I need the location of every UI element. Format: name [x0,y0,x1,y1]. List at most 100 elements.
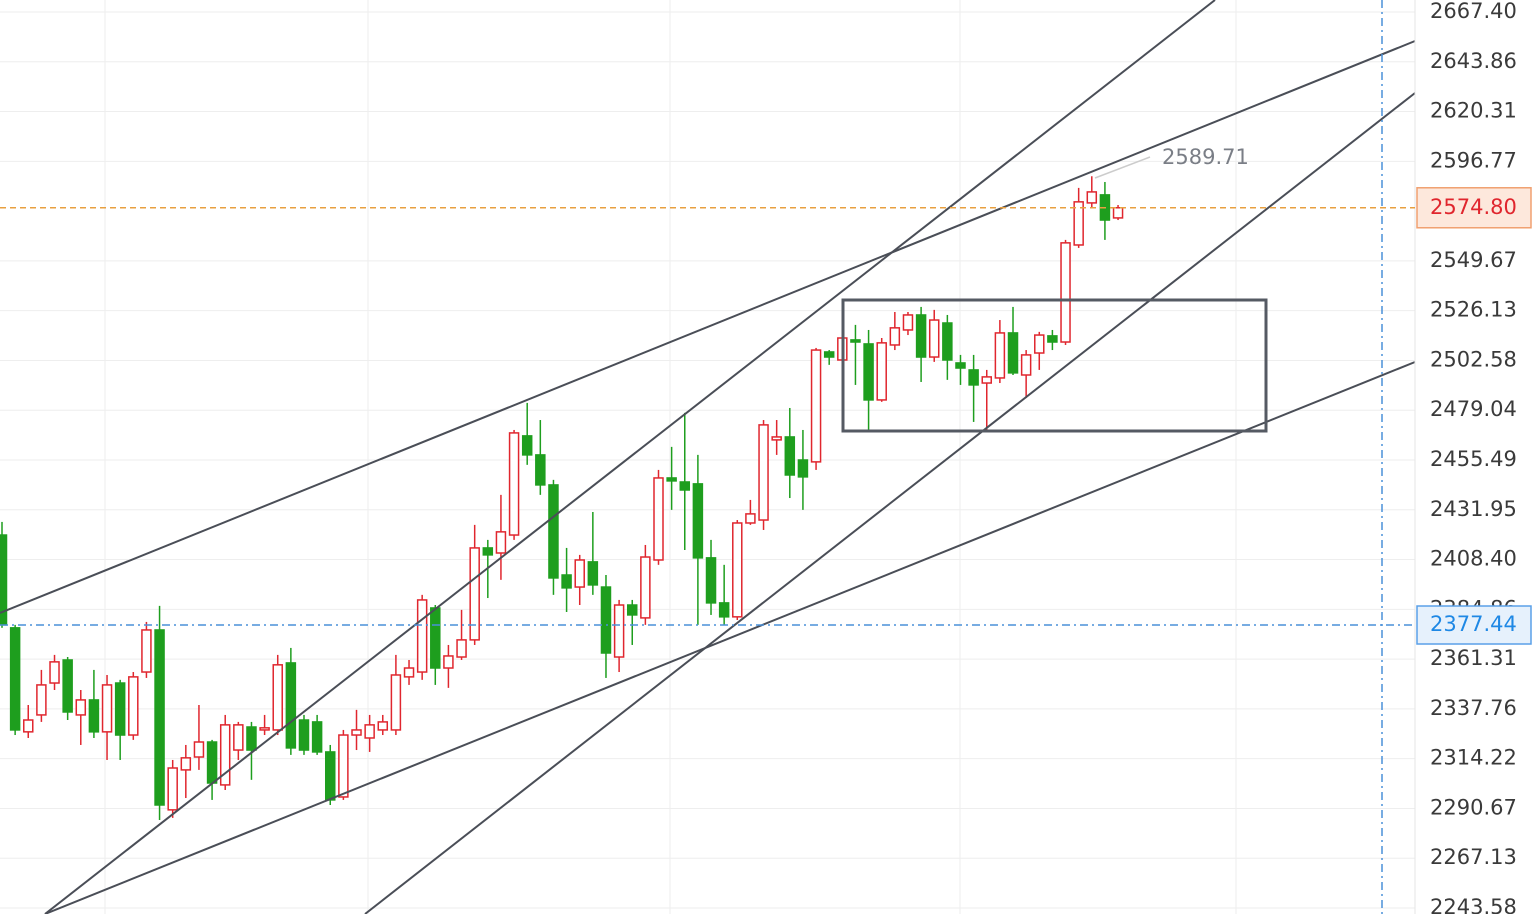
crosshair-tag [1416,605,1532,645]
candle-body [272,664,283,731]
y-tick-label: 2526.13 [1430,298,1517,322]
candle-body [718,602,730,618]
candle-body [600,586,612,654]
y-tick-label: 2243.58 [1430,895,1517,914]
time-grid [104,0,1237,914]
y-tick-label: 2620.31 [1430,99,1517,123]
candle-body [154,629,165,806]
last-price-label: 2574.80 [1430,195,1517,219]
y-tick-label: 2408.40 [1430,547,1517,571]
candle-body [298,719,310,751]
candle-body [180,757,192,771]
candle-body [1034,334,1045,354]
candle-body [705,557,717,604]
candle-body [390,674,402,731]
y-tick-label: 2667.40 [1430,0,1517,23]
candle-body [403,667,415,678]
candle-body [1086,191,1098,204]
y-tick-label: 2643.86 [1430,49,1517,73]
y-tick-label: 2479.04 [1430,397,1517,421]
y-tick-label: 2267.13 [1430,845,1517,869]
candle-body [692,483,704,559]
candle-body [902,314,914,331]
y-tick-label: 2337.76 [1430,696,1517,720]
candle-body [311,721,323,753]
candle-body [259,727,270,731]
candle-body [364,724,375,739]
candle-body [548,484,559,579]
candle-body [325,751,336,801]
y-tick-label: 2361.31 [1430,646,1517,670]
candle-body [758,424,769,521]
y-tick-label: 2455.49 [1430,447,1517,471]
y-tick-label: 2431.95 [1430,497,1517,521]
candle-body [640,556,651,619]
candle-body [88,699,100,733]
candle-body [338,734,349,798]
candle-body [377,721,389,731]
candle-body [9,627,21,731]
candle-body [679,481,691,491]
candle-body [574,559,585,588]
candle-body [771,436,782,441]
candle-body [981,376,992,384]
candle-body [49,661,60,684]
trend-line [44,0,1216,914]
candle-body [193,741,205,758]
candle-body [797,459,809,478]
candle-body [561,574,572,589]
drawings [0,0,1416,914]
candle-body [206,741,218,784]
candle-body [23,719,34,733]
last-price-tag [1416,187,1532,229]
candle-body [430,607,441,669]
candle-body [928,319,940,358]
candle-body [745,513,756,524]
candle-body [482,547,494,556]
candle-body [850,339,861,343]
candle-body [810,349,822,463]
candle-body [666,477,677,482]
candle-body [626,604,638,616]
candle-body [36,684,47,716]
crosshair-label: 2377.44 [1430,612,1517,636]
candle-body [1047,335,1058,343]
candle-body [101,684,113,733]
candle-body [469,547,480,641]
candle-body [863,343,874,401]
candle-body [1112,207,1124,219]
candle-body [167,767,178,811]
y-tick-label: 2290.67 [1430,795,1517,819]
candle-body [246,726,257,751]
candle-body [141,629,152,673]
candle-body [114,682,126,736]
candle-body [889,327,901,346]
candle-body [994,332,1006,379]
candle-body [1020,354,1032,376]
candle-body [587,561,599,586]
candle-body [1073,201,1084,246]
candle-body [128,676,139,736]
candle-body [285,662,297,749]
y-tick-label: 2549.67 [1430,248,1517,272]
candle-body [535,454,546,486]
y-tick-label: 2314.22 [1430,746,1517,770]
candle-body [784,436,796,476]
candle-body [62,659,73,713]
candle-body [443,655,454,669]
candle-body [416,599,428,673]
leader-line [1094,156,1151,179]
candle-body [495,531,507,554]
candle-body [219,724,231,786]
candle-body [955,362,966,369]
candle-body [1060,242,1071,343]
candle-body [1007,332,1019,374]
candle-body [75,699,87,716]
candle-body [521,435,533,456]
candle-body [456,639,467,658]
candle-body [876,342,887,401]
candle-body [613,604,625,658]
candle-body [823,351,835,358]
